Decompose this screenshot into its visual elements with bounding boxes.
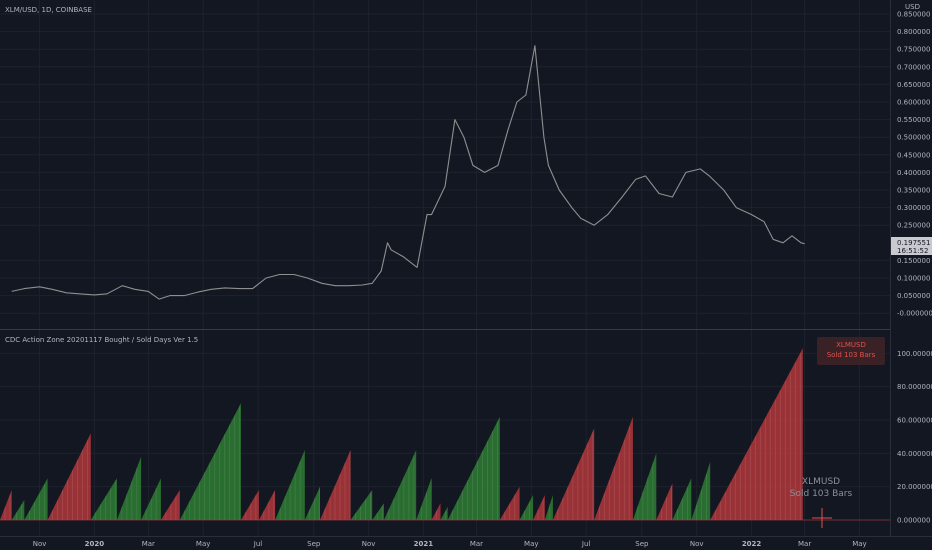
indicator-area-bought xyxy=(372,503,384,520)
indicator-area-bought xyxy=(672,478,692,520)
price-panel xyxy=(11,45,805,300)
price-tick-label: 0.450000 xyxy=(897,151,930,159)
time-tick-label: 2021 xyxy=(414,540,434,548)
indicator-area-bought xyxy=(544,495,553,520)
indicator-area-bought xyxy=(350,490,373,520)
indicator-area-sold xyxy=(431,503,441,520)
indicator-area-bought xyxy=(275,450,305,520)
price-panel-grid xyxy=(0,0,890,329)
indicator-area-sold xyxy=(320,450,351,520)
price-tick-label: 0.500000 xyxy=(897,134,930,142)
price-tick-label: 0.150000 xyxy=(897,257,930,265)
ghost-label-text: Sold 103 Bars xyxy=(790,489,853,499)
time-tick-label: 2020 xyxy=(85,540,105,548)
price-tick-label: -0.000000 xyxy=(897,310,932,318)
indicator-area-bought xyxy=(416,478,432,520)
price-axis[interactable]: -0.000000 0.050000 0.100000 0.150000 0.25000… xyxy=(897,11,932,318)
indicator-axis[interactable]: 0.000000 20.000000 40.000000 60.000000 80.00… xyxy=(897,350,932,525)
indicator-area-sold xyxy=(656,483,673,520)
time-tick-label: Mar xyxy=(142,540,155,548)
indicator-area-bought xyxy=(519,495,534,520)
state-tag-box xyxy=(817,337,885,365)
price-tick-label: 0.300000 xyxy=(897,204,930,212)
indicator-area-bought xyxy=(116,456,142,520)
indicator-tick-label: 40.000000 xyxy=(897,450,932,458)
indicator-area-bought xyxy=(141,478,161,520)
indicator-panel xyxy=(0,348,890,521)
indicator-area-bought xyxy=(447,416,500,520)
price-tick-label: 0.700000 xyxy=(897,63,930,71)
time-tick-label: Jul xyxy=(253,540,263,548)
indicator-tick-label: 60.000000 xyxy=(897,417,932,425)
price-tick-label: 0.250000 xyxy=(897,222,930,230)
time-tick-label: 2022 xyxy=(742,540,762,548)
indicator-area-bought xyxy=(440,506,448,520)
time-tick-label: May xyxy=(524,540,538,548)
indicator-area-sold xyxy=(710,348,803,520)
indicator-area-bought xyxy=(304,486,320,520)
price-badge: 0.197551 16:51:52 xyxy=(891,237,932,255)
crosshair-marker xyxy=(812,508,832,528)
indicator-title[interactable]: CDC Action Zone 20201117 Bought / Sold D… xyxy=(5,336,198,344)
ghost-label-symbol: XLMUSD xyxy=(802,477,840,487)
indicator-area-sold xyxy=(533,495,545,520)
indicator-area-sold xyxy=(47,433,91,520)
indicator-area-bought xyxy=(383,450,417,520)
time-axis[interactable]: Nov 2020 Mar May Jul Sep Nov 2021 Mar May Jul Sep No… xyxy=(33,540,867,548)
price-tick-label: 0.650000 xyxy=(897,81,930,89)
price-tick-label: 0.100000 xyxy=(897,275,930,283)
price-unit-label: USD xyxy=(905,3,920,11)
time-tick-label: May xyxy=(852,540,866,548)
indicator-area-sold xyxy=(258,490,276,520)
symbol-title[interactable]: XLM/USD, 1D, COINBASE xyxy=(5,6,92,14)
time-tick-label: Nov xyxy=(690,540,704,548)
state-tag-symbol: XLMUSD xyxy=(836,341,866,349)
time-tick-label: Mar xyxy=(470,540,483,548)
indicator-area-bought xyxy=(179,403,241,520)
price-tick-label: 0.750000 xyxy=(897,46,930,54)
time-tick-label: May xyxy=(196,540,210,548)
price-tick-label: 0.350000 xyxy=(897,187,930,195)
price-tick-label: 0.550000 xyxy=(897,116,930,124)
indicator-tick-label: 20.000000 xyxy=(897,483,932,491)
indicator-tick-label: 0.000000 xyxy=(897,517,930,525)
indicator-tick-label: 80.000000 xyxy=(897,383,932,391)
time-tick-label: Mar xyxy=(798,540,811,548)
state-tag: XLMUSD Sold 103 Bars xyxy=(817,337,885,365)
indicator-area-sold xyxy=(594,416,633,520)
price-series-line xyxy=(11,45,805,300)
bar-countdown: 16:51:52 xyxy=(897,247,928,255)
indicator-area-sold xyxy=(240,490,259,520)
indicator-tick-label: 100.000000 xyxy=(897,350,932,358)
price-tick-label: 0.800000 xyxy=(897,28,930,36)
time-tick-label: Sep xyxy=(307,540,321,548)
indicator-area-sold xyxy=(552,428,595,520)
indicator-area-bought xyxy=(691,461,711,520)
indicator-area-sold xyxy=(499,486,520,520)
time-tick-label: Nov xyxy=(33,540,47,548)
price-tick-label: 0.600000 xyxy=(897,99,930,107)
indicator-area-bought xyxy=(24,478,48,520)
ghost-label: XLMUSD Sold 103 Bars xyxy=(790,477,853,499)
price-tick-label: 0.400000 xyxy=(897,169,930,177)
time-tick-label: Sep xyxy=(635,540,649,548)
indicator-area-sold xyxy=(0,490,12,520)
time-tick-label: Nov xyxy=(362,540,376,548)
price-tick-label: 0.850000 xyxy=(897,11,930,19)
price-badge-box xyxy=(891,237,932,255)
indicator-area-sold xyxy=(160,490,180,520)
indicator-area-bought xyxy=(632,453,657,520)
indicator-area-bought xyxy=(90,478,117,520)
last-price: 0.197551 xyxy=(897,239,930,247)
indicator-area-bought xyxy=(11,500,25,520)
state-tag-text: Sold 103 Bars xyxy=(827,351,876,359)
time-tick-label: Jul xyxy=(581,540,591,548)
price-tick-label: 0.050000 xyxy=(897,292,930,300)
